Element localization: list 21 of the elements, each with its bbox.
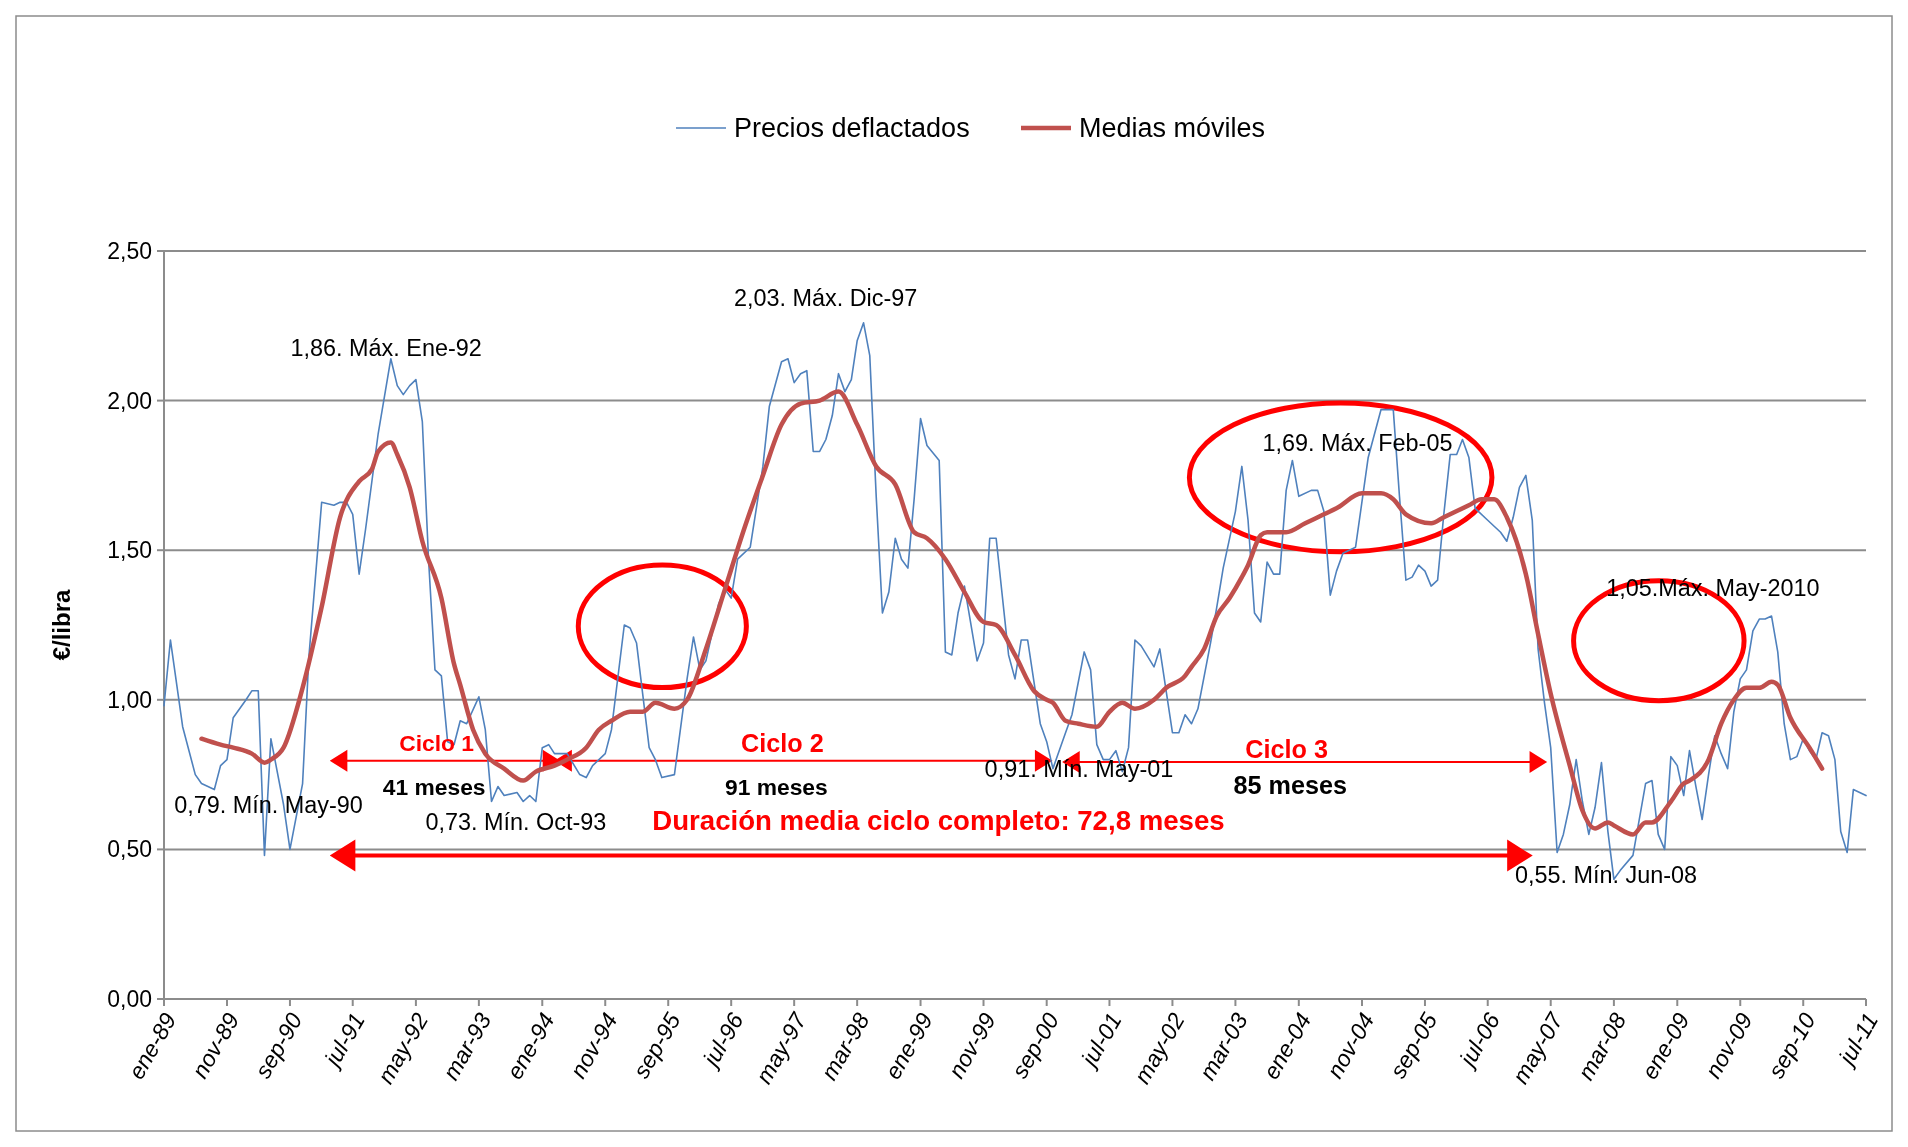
- annotation: Ciclo 2: [741, 728, 824, 757]
- legend-label: Precios deflactados: [734, 113, 970, 144]
- annotation: 85 meses: [1233, 770, 1347, 799]
- annotation: 0,73. Mín. Oct-93: [425, 809, 607, 836]
- annotation: Ciclo 3: [1245, 734, 1328, 763]
- annotation: 0,91. Mín. May-01: [984, 756, 1174, 783]
- y-tick-label: 2,00: [107, 387, 152, 414]
- y-tick-label: 0,50: [107, 836, 152, 863]
- annotation: 2,03. Máx. Dic-97: [733, 284, 918, 311]
- annotation: 1,86. Máx. Ene-92: [290, 334, 482, 361]
- annotation: 0,55. Mín. Jun-08: [1514, 862, 1698, 889]
- legend-label: Medias móviles: [1079, 113, 1266, 144]
- y-tick-label: 2,50: [107, 238, 152, 265]
- annotation: 91 meses: [725, 774, 828, 801]
- annotation: 41 meses: [382, 774, 486, 801]
- annotation: Duración media ciclo completo: 72,8 meses: [652, 805, 1225, 837]
- y-tick-label: 1,50: [107, 537, 152, 564]
- y-axis-title: €/libra: [48, 589, 75, 661]
- y-tick-label: 1,00: [107, 686, 152, 713]
- annotation: Ciclo 1: [399, 729, 475, 756]
- y-tick-label: 0,00: [107, 986, 152, 1013]
